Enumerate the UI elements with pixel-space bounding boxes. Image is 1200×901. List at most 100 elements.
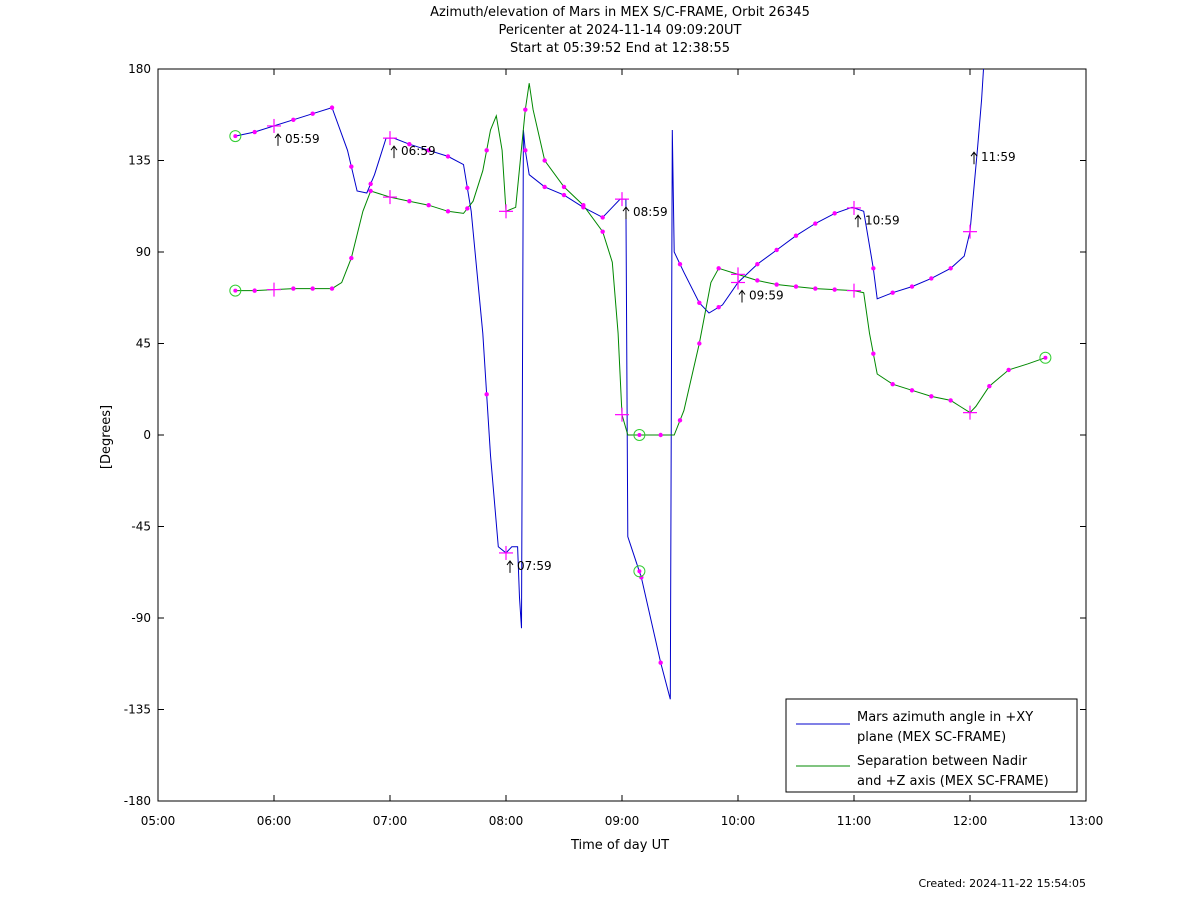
minute-marker xyxy=(349,255,354,261)
x-axis-label: Time of day UT xyxy=(570,838,669,853)
minute-marker xyxy=(948,266,953,271)
minute-marker xyxy=(677,418,683,423)
minute-marker xyxy=(677,262,683,267)
minute-marker xyxy=(291,117,296,123)
minute-marker xyxy=(484,392,489,397)
minute-marker xyxy=(445,209,451,214)
minute-marker xyxy=(658,660,663,665)
plot-frame xyxy=(157,68,1087,802)
minute-marker xyxy=(793,233,799,238)
annotation-time-label: 10:59 xyxy=(865,213,900,227)
minute-marker xyxy=(465,185,470,191)
minute-marker xyxy=(368,188,373,194)
minute-marker xyxy=(252,129,257,135)
minute-marker xyxy=(368,181,373,187)
annotation-time-label: 07:59 xyxy=(517,559,552,573)
minute-marker xyxy=(542,158,547,163)
x-tick-label: 11:00 xyxy=(837,814,872,828)
minute-marker xyxy=(542,184,547,190)
minute-marker xyxy=(426,148,431,153)
legend-label-azimuth-2: plane (MEX SC-FRAME) xyxy=(857,730,1006,745)
minute-marker xyxy=(407,198,412,204)
minute-marker xyxy=(755,278,760,283)
created-timestamp: Created: 2024-11-22 15:54:05 xyxy=(918,877,1086,890)
chart-subtitle-start-end: Start at 05:39:52 End at 12:38:55 xyxy=(509,41,731,56)
minute-marker xyxy=(291,286,296,291)
minute-marker xyxy=(252,288,257,293)
x-tick-label: 06:00 xyxy=(257,814,292,828)
legend-label-separation-2: and +Z axis (MEX SC-FRAME) xyxy=(857,774,1049,789)
minute-marker xyxy=(1006,367,1011,373)
x-tick-label: 07:00 xyxy=(373,814,408,828)
minute-marker xyxy=(890,381,895,387)
legend-box xyxy=(785,698,1078,793)
minute-marker xyxy=(948,398,953,403)
endpoint-dot xyxy=(637,433,642,437)
annotation-time-label: 06:59 xyxy=(401,144,436,158)
x-tick-label: 12:00 xyxy=(953,814,988,828)
annotation-arrow-head xyxy=(970,151,978,157)
minute-marker xyxy=(310,286,315,291)
minute-marker xyxy=(716,266,721,271)
x-tick-label: 09:00 xyxy=(605,814,640,828)
chart-subtitle-pericenter: Pericenter at 2024-11-14 09:09:20UT xyxy=(498,23,742,38)
minute-marker xyxy=(909,388,915,393)
minute-marker xyxy=(832,287,837,292)
annotation-time-label: 08:59 xyxy=(633,205,668,219)
minute-marker xyxy=(445,154,451,159)
minute-marker xyxy=(697,300,702,306)
endpoint-circle xyxy=(633,429,646,441)
minute-marker xyxy=(407,142,412,147)
minute-marker xyxy=(871,266,876,271)
legend-label-azimuth-1: Mars azimuth angle in +XY xyxy=(857,710,1033,725)
minute-marker xyxy=(774,282,779,287)
y-tick-label: 90 xyxy=(136,245,151,259)
minute-marker xyxy=(813,221,818,226)
y-tick-label: 135 xyxy=(128,154,151,168)
x-tick-label: 10:00 xyxy=(721,814,756,828)
minute-marker xyxy=(600,215,605,220)
annotation-layer: 05:59 06:59 07:59 08:59 09:59 10:59 11:59 xyxy=(274,132,1016,573)
x-tick-label: 05:00 xyxy=(141,814,176,828)
endpoint-dot xyxy=(1043,355,1048,360)
y-tick-label: -135 xyxy=(124,703,151,717)
legend-label-separation-1: Separation between Nadir xyxy=(857,754,1028,769)
marker-layer xyxy=(229,105,1052,665)
series-layer xyxy=(235,68,1046,700)
minute-marker xyxy=(697,341,702,346)
minute-marker xyxy=(329,286,335,291)
minute-marker xyxy=(871,351,876,356)
y-tick-label: 180 xyxy=(128,62,151,76)
minute-marker xyxy=(310,111,315,116)
minute-marker xyxy=(832,211,837,216)
y-tick-label: 45 xyxy=(136,337,151,351)
minute-marker xyxy=(774,247,779,253)
endpoint-circle xyxy=(633,565,646,578)
minute-marker xyxy=(465,206,470,211)
x-tick-label: 13:00 xyxy=(1069,814,1104,828)
minute-marker xyxy=(813,286,818,291)
y-tick-label: -180 xyxy=(124,794,151,808)
annotation-arrow-head xyxy=(854,214,862,220)
y-axis-label: [Degrees] xyxy=(99,405,114,469)
chart-title: Azimuth/elevation of Mars in MEX S/C-FRA… xyxy=(430,5,810,20)
minute-marker xyxy=(890,290,895,295)
x-tick-label: 08:00 xyxy=(489,814,524,828)
endpoint-dot xyxy=(233,134,238,139)
minute-marker xyxy=(793,284,799,289)
series-line-1 xyxy=(235,83,1046,436)
minute-marker xyxy=(658,432,663,438)
annotation-arrow-head xyxy=(622,206,630,212)
annotation-arrow-head xyxy=(506,560,514,566)
series-line-0 xyxy=(235,68,984,700)
axis-ticks: 05:00 06:00 07:00 08:00 09:00 10:00 11:00 12:00… xyxy=(124,62,1104,828)
endpoint-dot xyxy=(233,288,238,293)
minute-marker xyxy=(929,276,934,281)
minute-marker xyxy=(987,384,992,389)
minute-marker xyxy=(523,107,528,112)
y-tick-label: -45 xyxy=(131,520,151,534)
minute-marker xyxy=(929,394,934,399)
minute-marker xyxy=(329,105,335,110)
legend: Mars azimuth angle in +XY plane (MEX SC-… xyxy=(785,698,1078,793)
